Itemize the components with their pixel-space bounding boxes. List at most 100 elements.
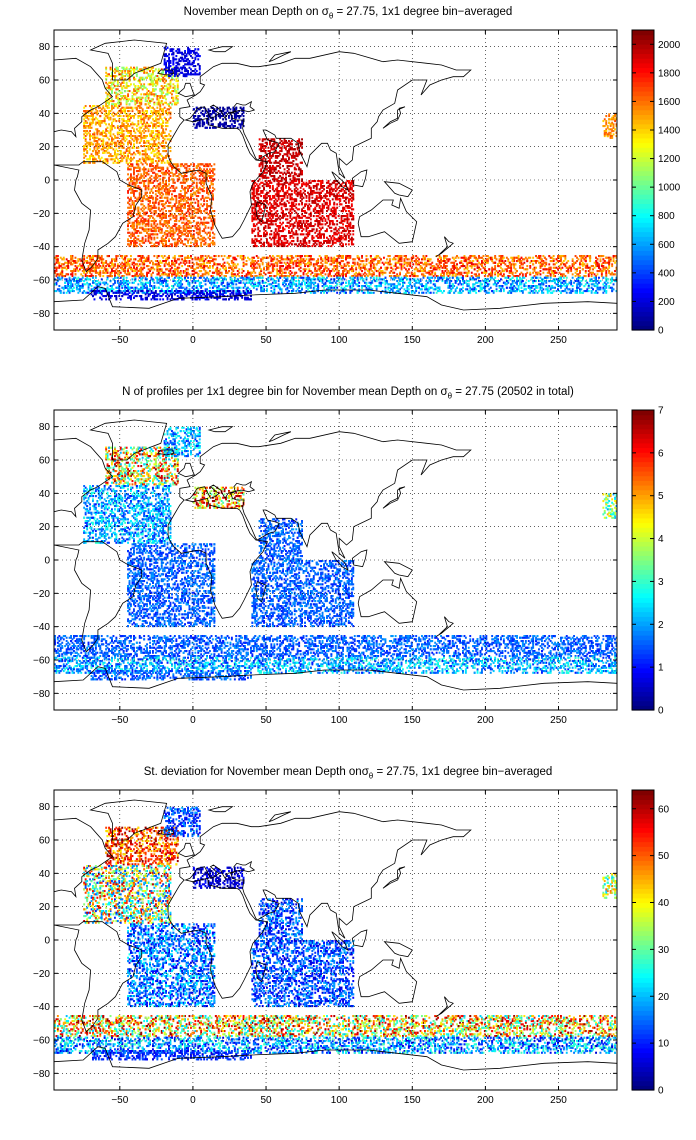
data-cell	[150, 83, 153, 86]
data-cell	[175, 55, 178, 58]
data-cell	[204, 111, 207, 114]
data-cell	[130, 115, 132, 118]
data-cell	[242, 118, 245, 121]
data-cell	[220, 123, 223, 126]
data-cell	[277, 176, 280, 179]
data-cell	[118, 98, 121, 101]
data-cell	[144, 225, 147, 228]
data-cell	[144, 230, 147, 233]
data-cell	[334, 238, 337, 241]
data-cell	[263, 156, 265, 159]
data-cell	[235, 116, 238, 119]
data-cell	[127, 70, 129, 73]
data-cell	[296, 153, 299, 156]
data-cell	[260, 245, 263, 248]
data-cell	[352, 190, 355, 193]
data-cell	[288, 168, 290, 171]
data-cell	[207, 108, 210, 111]
data-cell	[286, 165, 289, 168]
data-cell	[143, 71, 146, 74]
data-cell	[150, 206, 153, 209]
data-cell	[286, 161, 289, 164]
data-cell	[114, 158, 116, 161]
data-cell	[285, 160, 287, 163]
data-cell	[143, 171, 146, 174]
data-cell	[163, 145, 166, 148]
data-cell	[175, 200, 178, 203]
data-cell	[162, 215, 165, 218]
data-cell	[187, 70, 189, 73]
data-cell	[166, 233, 169, 236]
data-cell	[330, 186, 333, 189]
data-cell	[127, 100, 129, 103]
data-cell	[285, 178, 287, 181]
data-cell	[264, 225, 267, 228]
data-cell	[109, 133, 112, 136]
data-cell	[150, 121, 153, 124]
data-cell	[192, 116, 195, 119]
data-cell	[114, 141, 116, 144]
data-cell	[178, 235, 181, 238]
data-cell	[213, 236, 216, 239]
data-cell	[156, 145, 159, 148]
data-cell	[209, 115, 211, 118]
data-cell	[269, 158, 271, 161]
data-cell	[190, 190, 192, 193]
data-cell	[236, 126, 239, 129]
data-cell	[191, 206, 194, 209]
data-cell	[172, 98, 175, 101]
data-cell	[187, 235, 189, 238]
data-cell	[137, 85, 140, 88]
data-cell	[211, 190, 214, 193]
data-cell	[168, 75, 170, 78]
data-cell	[209, 126, 211, 129]
data-cell	[154, 110, 157, 113]
data-cell	[116, 66, 119, 69]
data-cell	[201, 110, 204, 113]
data-cell	[209, 205, 211, 208]
data-cell	[162, 121, 165, 124]
data-cell	[273, 168, 276, 171]
data-cell	[159, 153, 162, 156]
data-cell	[128, 235, 131, 238]
data-cell	[176, 66, 179, 69]
data-cell	[144, 218, 147, 221]
data-cell	[140, 245, 143, 248]
data-cell	[116, 136, 119, 139]
data-cell	[159, 103, 162, 106]
data-cell	[197, 116, 200, 119]
data-cell	[150, 196, 153, 199]
data-cell	[289, 225, 292, 228]
data-cell	[175, 101, 178, 104]
data-cell	[87, 110, 90, 113]
data-cell	[165, 55, 167, 58]
data-cell	[99, 160, 102, 163]
data-cell	[191, 180, 194, 183]
data-cell	[119, 91, 122, 94]
data-cell	[149, 100, 151, 103]
data-cell	[162, 185, 165, 188]
data-cell	[184, 163, 186, 166]
data-cell	[168, 161, 170, 164]
data-cell	[108, 118, 110, 121]
data-cell	[100, 148, 103, 151]
data-cell	[190, 233, 192, 236]
data-cell	[122, 110, 125, 113]
data-cell	[173, 225, 176, 228]
data-cell	[184, 70, 186, 73]
data-cell	[83, 156, 86, 159]
data-cell	[159, 181, 162, 184]
data-cell	[283, 243, 286, 246]
data-cell	[154, 168, 157, 171]
data-cell	[290, 206, 293, 209]
data-cell	[119, 156, 122, 159]
data-cell	[131, 165, 134, 168]
data-cell	[143, 141, 146, 144]
data-cell	[149, 163, 151, 166]
data-cell	[188, 48, 191, 51]
data-cell	[301, 173, 303, 176]
data-cell	[114, 75, 116, 78]
data-cell	[209, 171, 211, 174]
data-cell	[200, 211, 203, 214]
data-cell	[296, 140, 299, 143]
